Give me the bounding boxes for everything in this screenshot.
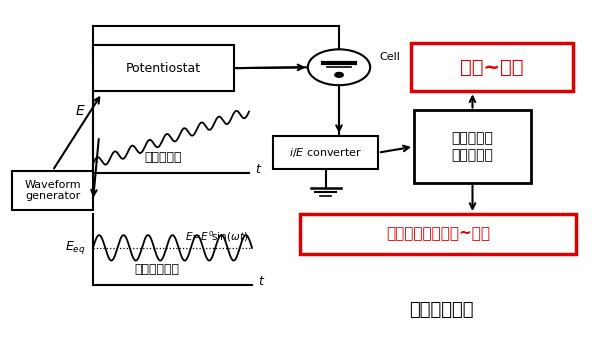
Text: 阻抗测量技术: 阻抗测量技术 <box>409 302 473 319</box>
Bar <box>12 171 93 210</box>
Text: Cell: Cell <box>379 52 400 62</box>
Text: Potentiostat: Potentiostat <box>126 62 201 75</box>
Text: t: t <box>258 275 263 288</box>
Bar <box>411 43 573 91</box>
Text: $E_{eq}$: $E_{eq}$ <box>65 239 86 256</box>
Text: 电化学阻抗法: 电化学阻抗法 <box>134 263 179 276</box>
Text: $i/E$ converter: $i/E$ converter <box>289 146 362 159</box>
Bar <box>414 110 531 183</box>
Text: $E\!=\!E^0\!\sin(\omega t)$: $E\!=\!E^0\!\sin(\omega t)$ <box>185 230 248 244</box>
Text: E: E <box>75 104 84 118</box>
Circle shape <box>335 72 343 77</box>
Bar <box>300 214 576 254</box>
Text: 锁相放大器
频谱分析仪: 锁相放大器 频谱分析仪 <box>452 131 493 162</box>
Text: 阻抗模量、相位角~频率: 阻抗模量、相位角~频率 <box>386 226 490 241</box>
Text: t: t <box>255 162 260 176</box>
Text: 阻抗~频率: 阻抗~频率 <box>460 58 524 77</box>
Text: 交流伏安法: 交流伏安法 <box>145 151 182 164</box>
Text: Waveform
generator: Waveform generator <box>24 180 81 201</box>
Bar <box>93 45 234 91</box>
Bar <box>273 136 378 169</box>
